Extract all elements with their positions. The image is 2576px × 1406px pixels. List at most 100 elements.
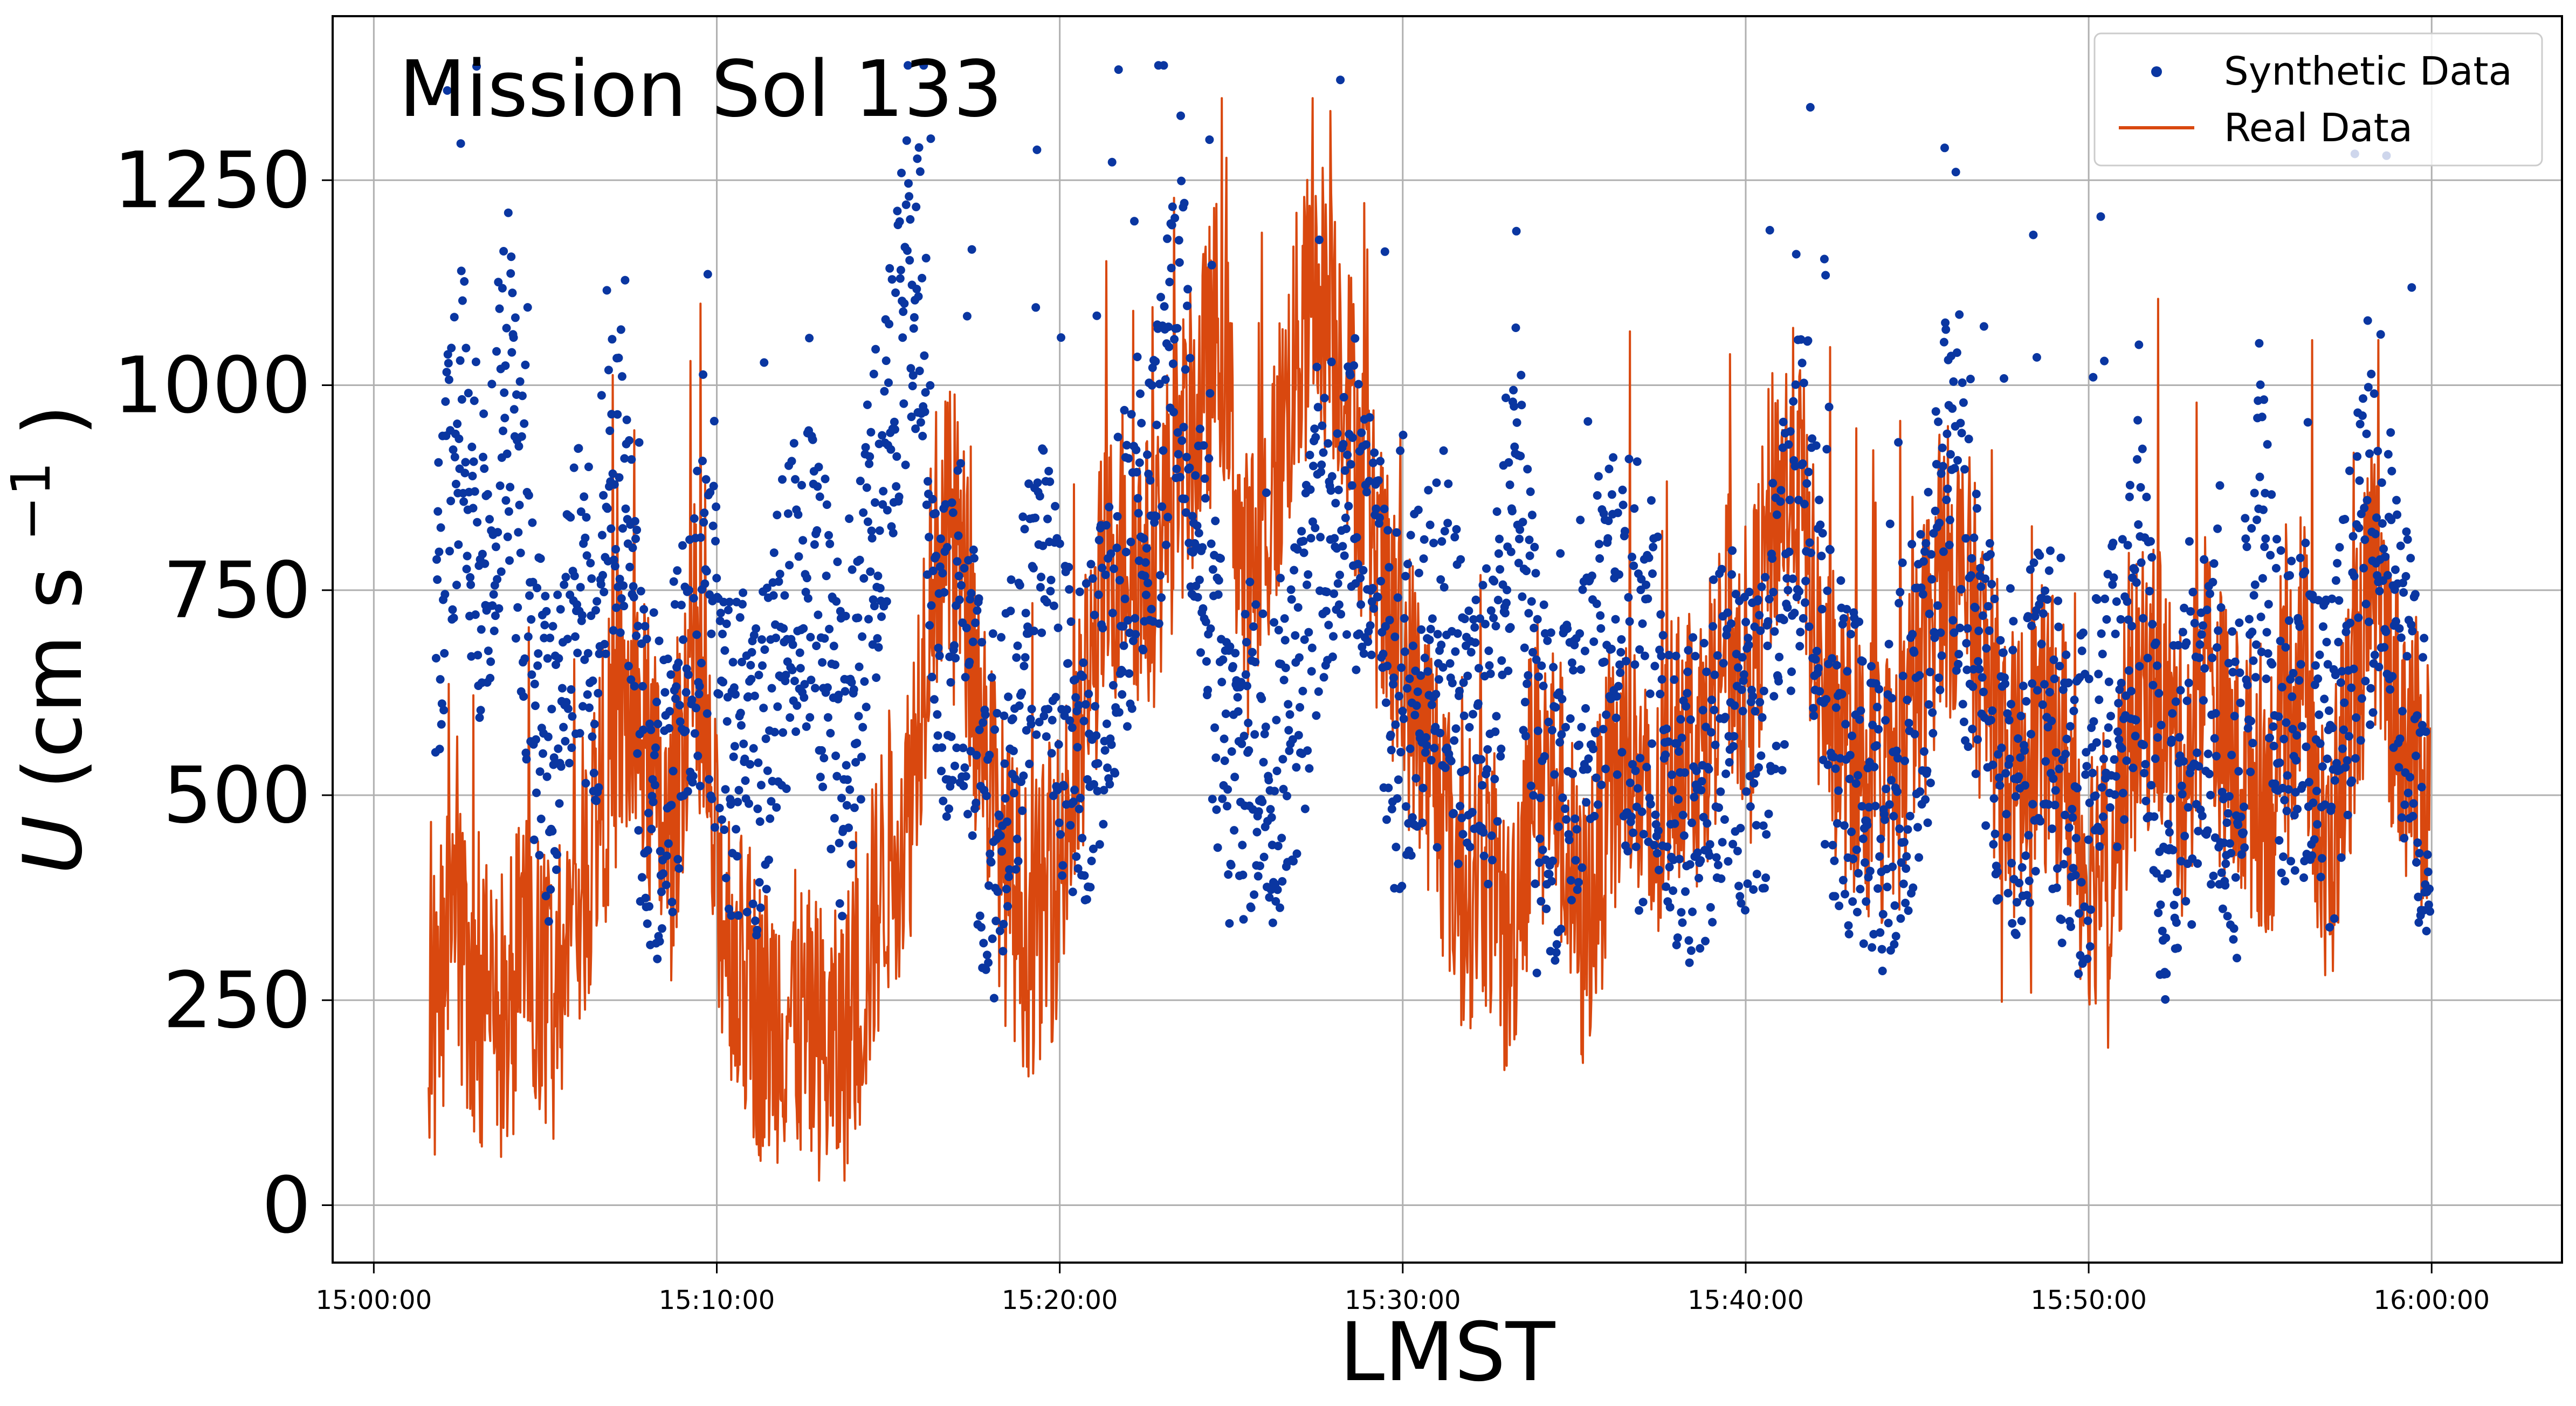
synthetic-data-point xyxy=(454,540,463,549)
synthetic-data-point xyxy=(932,552,941,561)
synthetic-data-point xyxy=(2250,488,2259,498)
synthetic-data-point xyxy=(1037,628,1046,637)
synthetic-data-point xyxy=(764,856,773,864)
synthetic-data-point xyxy=(920,351,929,360)
synthetic-data-point xyxy=(1042,732,1051,741)
synthetic-data-point xyxy=(573,649,582,658)
synthetic-data-point xyxy=(823,713,832,722)
synthetic-data-point xyxy=(2148,619,2157,629)
synthetic-data-point xyxy=(1369,604,1379,613)
synthetic-data-point xyxy=(1898,558,1907,567)
synthetic-data-point xyxy=(1037,573,1045,582)
synthetic-data-point xyxy=(2000,673,2009,682)
synthetic-data-point xyxy=(626,675,636,684)
synthetic-data-point xyxy=(1870,762,1879,771)
synthetic-data-point xyxy=(1272,715,1281,725)
synthetic-data-point xyxy=(786,713,795,722)
synthetic-data-point xyxy=(1525,535,1534,545)
synthetic-data-point xyxy=(1486,606,1496,615)
synthetic-data-point xyxy=(1004,872,1014,881)
synthetic-data-point xyxy=(936,534,945,543)
synthetic-data-point xyxy=(2350,571,2359,581)
synthetic-data-point xyxy=(683,787,692,796)
synthetic-data-point xyxy=(913,154,922,163)
synthetic-data-point xyxy=(1934,417,1943,426)
synthetic-data-point xyxy=(1923,818,1932,828)
synthetic-data-point xyxy=(1685,860,1695,869)
synthetic-data-point xyxy=(875,526,884,535)
synthetic-data-point xyxy=(859,574,869,583)
synthetic-data-point xyxy=(1518,592,1527,601)
synthetic-data-point xyxy=(1067,723,1077,732)
synthetic-data-point xyxy=(1437,537,1447,546)
synthetic-data-point xyxy=(878,431,887,440)
synthetic-data-point xyxy=(2247,716,2256,726)
synthetic-data-point xyxy=(1943,484,1952,493)
synthetic-data-point xyxy=(1510,402,1519,411)
synthetic-data-point xyxy=(2089,373,2098,382)
synthetic-data-point xyxy=(1031,303,1041,312)
synthetic-data-point xyxy=(488,601,497,610)
synthetic-data-point xyxy=(1852,845,1861,854)
synthetic-data-point xyxy=(1392,843,1401,852)
synthetic-data-point xyxy=(1015,581,1024,590)
synthetic-data-point xyxy=(1958,378,1967,387)
synthetic-data-point xyxy=(1496,565,1505,574)
synthetic-data-point xyxy=(1591,728,1600,738)
synthetic-data-point xyxy=(733,797,742,807)
synthetic-data-point xyxy=(968,831,977,840)
synthetic-data-point xyxy=(1683,688,1692,698)
synthetic-data-point xyxy=(926,381,935,390)
synthetic-data-point xyxy=(1620,527,1629,536)
synthetic-data-point xyxy=(2371,529,2380,539)
synthetic-data-point xyxy=(1124,616,1133,625)
synthetic-data-point xyxy=(633,622,643,631)
synthetic-data-point xyxy=(580,492,589,501)
synthetic-data-point xyxy=(1834,786,1843,795)
synthetic-data-point xyxy=(665,707,674,716)
synthetic-data-point xyxy=(2348,532,2358,541)
synthetic-data-point xyxy=(2423,867,2433,877)
synthetic-data-point xyxy=(583,649,593,658)
synthetic-data-point xyxy=(2096,826,2105,835)
synthetic-data-point xyxy=(653,954,662,963)
synthetic-data-point xyxy=(851,758,860,767)
synthetic-data-point xyxy=(1130,217,1139,226)
synthetic-data-point xyxy=(1658,631,1668,640)
synthetic-data-point xyxy=(1858,657,1867,666)
synthetic-data-point xyxy=(1788,574,1797,583)
synthetic-data-point xyxy=(1098,563,1107,573)
synthetic-data-point xyxy=(1764,809,1773,818)
synthetic-data-point xyxy=(2409,799,2418,808)
synthetic-data-point xyxy=(1165,278,1174,287)
synthetic-data-point xyxy=(1890,940,1899,949)
synthetic-data-point xyxy=(2048,824,2057,833)
synthetic-data-point xyxy=(2138,614,2147,623)
synthetic-data-point xyxy=(1604,464,1614,473)
synthetic-data-point xyxy=(1926,778,1935,788)
synthetic-data-point xyxy=(1617,748,1627,757)
synthetic-data-point xyxy=(1139,534,1148,543)
synthetic-data-point xyxy=(2283,771,2292,780)
synthetic-data-point xyxy=(947,498,956,507)
synthetic-data-point xyxy=(2023,612,2033,621)
synthetic-data-point xyxy=(1554,822,1563,831)
synthetic-data-point xyxy=(450,313,459,322)
synthetic-data-point xyxy=(1983,602,1993,611)
synthetic-data-point xyxy=(1304,570,1313,579)
synthetic-data-point xyxy=(2185,537,2194,546)
synthetic-data-point xyxy=(523,303,532,312)
synthetic-data-point xyxy=(633,749,642,758)
synthetic-data-point xyxy=(707,629,716,638)
synthetic-data-point xyxy=(597,391,606,400)
synthetic-data-point xyxy=(1115,576,1124,585)
synthetic-data-point xyxy=(1083,775,1092,784)
synthetic-data-point xyxy=(432,555,441,564)
synthetic-data-point xyxy=(706,488,715,497)
synthetic-data-point xyxy=(2237,850,2246,859)
synthetic-data-point xyxy=(2358,411,2367,420)
synthetic-data-point xyxy=(652,698,662,707)
synthetic-data-point xyxy=(517,432,526,441)
synthetic-data-point xyxy=(1208,795,1217,804)
synthetic-data-point xyxy=(1516,525,1525,534)
